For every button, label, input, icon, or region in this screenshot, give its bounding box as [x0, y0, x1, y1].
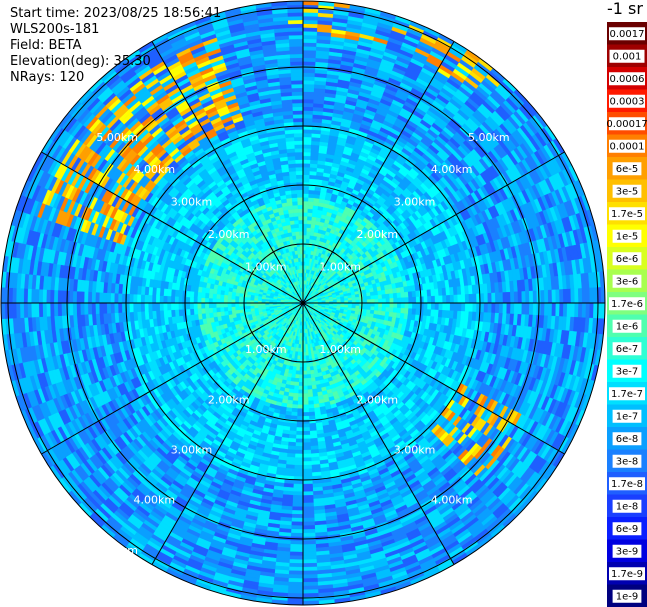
colorbar-label-box	[609, 72, 645, 86]
range-ring-label: 5.00km	[96, 544, 138, 557]
colorbar-tick-label: 6e-5	[616, 164, 639, 175]
range-ring-label: 2.00km	[357, 393, 399, 406]
range-ring-label: 2.00km	[357, 228, 399, 241]
colorbar-label-box	[612, 162, 642, 176]
colorbar-label-box	[609, 49, 645, 63]
colorbar-label-box	[612, 432, 642, 446]
colorbar-tick-label: 3e-6	[616, 276, 639, 287]
range-ring-label: 3.00km	[394, 443, 436, 456]
colorbar-tick-label: 1e-6	[616, 321, 639, 332]
range-ring-label: 3.00km	[171, 443, 213, 456]
colorbar-label-box	[609, 387, 645, 401]
colorbar-label-box	[609, 477, 645, 491]
colorbar-tick-label: 1.7e-6	[611, 299, 643, 310]
colorbar-label-box	[612, 342, 642, 356]
colorbar-tick-label: 1e-5	[616, 231, 639, 242]
colorbar-label-box	[609, 94, 645, 108]
range-ring-label: 3.00km	[171, 196, 213, 209]
colorbar-tick-label: 1.7e-9	[611, 569, 643, 580]
colorbar-label-box	[612, 409, 642, 423]
colorbar-tick-label: 6e-9	[616, 524, 639, 535]
range-ring-label: 4.00km	[134, 494, 176, 507]
colorbar-tick-label: 1.7e-5	[611, 209, 643, 220]
colorbar-label-box	[612, 184, 642, 198]
colorbar-tick-label: 0.0003	[610, 96, 645, 107]
colorbar-label-box	[612, 454, 642, 468]
colorbar-label-box	[612, 589, 642, 603]
range-ring-label: 1.00km	[245, 261, 287, 274]
colorbar-label-box	[612, 319, 642, 333]
colorbar-tick-label: 1.7e-7	[611, 389, 643, 400]
range-ring-label: 4.00km	[431, 163, 473, 176]
field-label: Field: BETA	[10, 38, 82, 53]
colorbar-tick-label: 3e-9	[616, 546, 639, 557]
colorbar-label-box	[609, 567, 645, 581]
colorbar-label-box	[609, 207, 645, 221]
nrays-label: NRays: 120	[10, 70, 85, 85]
colorbar-tick-label: 0.0006	[610, 74, 645, 85]
colorbar-tick-label: 1e-7	[616, 411, 639, 422]
range-ring-label: 2.00km	[208, 228, 250, 241]
colorbar-label-box	[609, 27, 645, 41]
range-ring-label: 4.00km	[431, 494, 473, 507]
colorbar-label-box	[609, 139, 645, 153]
colorbar-tick-label: 0.001	[613, 51, 642, 62]
colorbar-tick-label: 6e-7	[616, 344, 639, 355]
colorbar-label-box	[612, 252, 642, 266]
elevation-label: Elevation(deg): 35.30	[10, 54, 151, 69]
start-time-label: Start time: 2023/08/25 18:56:41	[10, 6, 222, 21]
colorbar-tick-label: 0.0017	[610, 29, 645, 40]
ppi-plot: 1.00km 1.00km 1.00km 1.00km 2.00km 2.00km 2.00…	[0, 0, 606, 606]
range-ring-label: 5.00km	[468, 131, 510, 144]
colorbar-unit-label: -1 sr	[607, 0, 643, 18]
colorbar-label-box	[609, 117, 645, 131]
azimuth-spokes	[1, 1, 605, 605]
colorbar: 0.0017 0.001 0.0006 0.0003 0.00017 0.0001 6e-5…	[607, 22, 647, 607]
colorbar-label-box	[612, 364, 642, 378]
colorbar-tick-label: 6e-6	[616, 254, 639, 265]
colorbar-label-box	[609, 297, 645, 311]
colorbar-tick-label: 3e-5	[616, 186, 639, 197]
range-ring-label: 5.00km	[96, 131, 138, 144]
range-ring-labels: 1.00km 1.00km 1.00km 1.00km 2.00km 2.00km 2.00…	[96, 131, 509, 557]
colorbar-label-box	[612, 499, 642, 513]
colorbar-tick-label: 0.00017	[607, 119, 647, 130]
range-ring-label: 4.00km	[134, 163, 176, 176]
scan-info-panel: Start time: 2023/08/25 18:56:41 WLS200s-…	[10, 6, 221, 86]
colorbar-tick-label: 1e-9	[616, 591, 639, 602]
colorbar-label-box	[612, 522, 642, 536]
colorbar-label-box	[612, 274, 642, 288]
colorbar-tick-label: 0.0001	[610, 141, 645, 152]
range-ring-label: 1.00km	[319, 343, 361, 356]
instrument-label: WLS200s-181	[10, 22, 100, 37]
colorbar-label-box	[612, 229, 642, 243]
colorbar-tick-label: 3e-7	[616, 366, 639, 377]
colorbar-tick-label: 1.7e-8	[611, 479, 643, 490]
range-ring-label: 2.00km	[208, 393, 250, 406]
colorbar-tick-label: 1e-8	[616, 501, 639, 512]
range-ring-label: 1.00km	[319, 261, 361, 274]
colorbar-label-box	[612, 544, 642, 558]
range-ring-label: 3.00km	[394, 196, 436, 209]
colorbar-tick-label: 3e-8	[616, 456, 639, 467]
azimuth-spoke	[151, 41, 455, 565]
colorbar-tick-label: 6e-8	[616, 434, 639, 445]
range-ring-label: 1.00km	[245, 343, 287, 356]
